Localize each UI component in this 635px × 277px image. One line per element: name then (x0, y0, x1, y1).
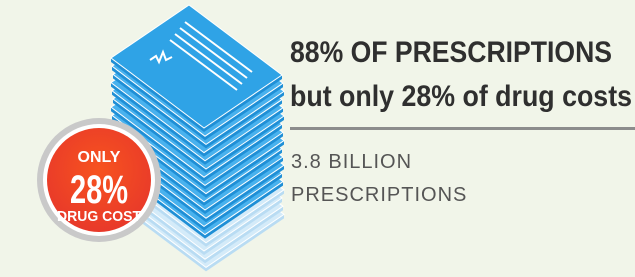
page: ONLY 28% DRUG COST 88% OF PRESCRIPTIONS … (0, 0, 635, 277)
infographic: ONLY 28% DRUG COST 88% OF PRESCRIPTIONS … (0, 0, 635, 277)
badge-value: 28% (70, 168, 128, 212)
stat-line1: 3.8 BILLION (291, 151, 412, 173)
badge-top: ONLY (78, 149, 121, 166)
divider (290, 127, 635, 130)
badge-bottom: DRUG COST (57, 208, 141, 225)
stat-line2: PRESCRIPTIONS (291, 184, 467, 206)
headline-line2: but only 28% of drug costs (290, 80, 632, 113)
headline-line1: 88% OF PRESCRIPTIONS (290, 36, 612, 69)
